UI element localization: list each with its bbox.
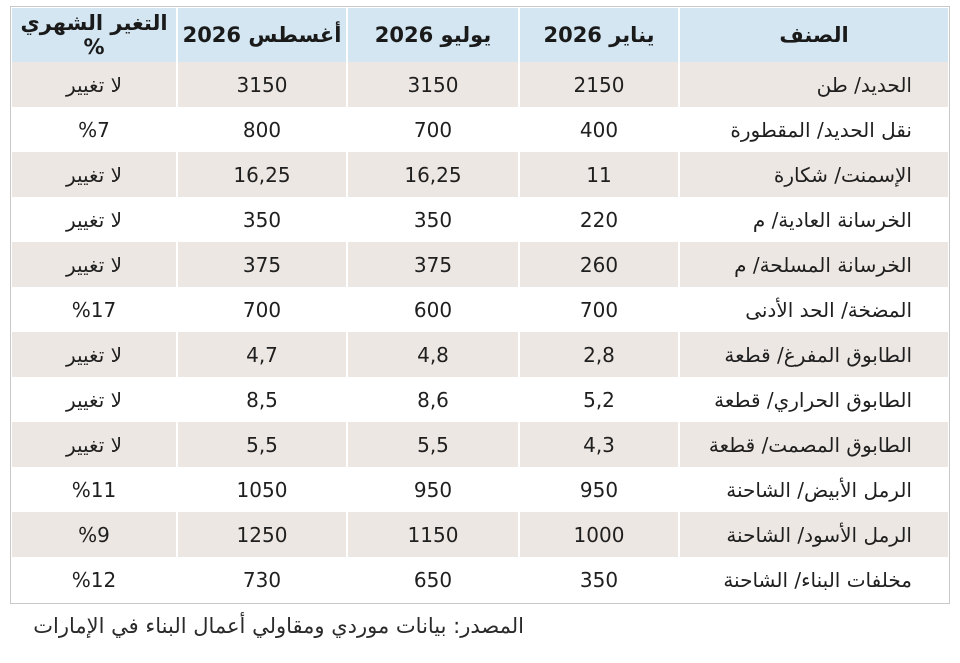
table-row: الخرسانة المسلحة/ م 260 375 375 لا تغيير bbox=[12, 242, 948, 287]
header-monthly-change: التغير الشهري % bbox=[12, 8, 176, 62]
cell-january: 950 bbox=[518, 467, 678, 512]
cell-july: 950 bbox=[346, 467, 518, 512]
cell-monthly-change: لا تغيير bbox=[12, 422, 176, 467]
cell-january: 4,3 bbox=[518, 422, 678, 467]
cell-july: 1150 bbox=[346, 512, 518, 557]
cell-item: المضخة/ الحد الأدنى bbox=[678, 287, 948, 332]
header-august: أغسطس 2026 bbox=[176, 8, 346, 62]
cell-monthly-change: لا تغيير bbox=[12, 332, 176, 377]
table-body: الحديد/ طن 2150 3150 3150 لا تغيير نقل الحديد… bbox=[12, 62, 948, 602]
cell-july: 350 bbox=[346, 197, 518, 242]
cell-monthly-change: %7 bbox=[12, 107, 176, 152]
cell-item: الإسمنت/ شكارة bbox=[678, 152, 948, 197]
cell-monthly-change: لا تغيير bbox=[12, 152, 176, 197]
cell-item: نقل الحديد/ المقطورة bbox=[678, 107, 948, 152]
table-row: الحديد/ طن 2150 3150 3150 لا تغيير bbox=[12, 62, 948, 107]
cell-july: 16,25 bbox=[346, 152, 518, 197]
cell-august: 375 bbox=[176, 242, 346, 287]
cell-january: 260 bbox=[518, 242, 678, 287]
cell-january: 220 bbox=[518, 197, 678, 242]
cell-january: 11 bbox=[518, 152, 678, 197]
cell-august: 3150 bbox=[176, 62, 346, 107]
cell-item: الرمل الأسود/ الشاحنة bbox=[678, 512, 948, 557]
cell-july: 600 bbox=[346, 287, 518, 332]
cell-monthly-change: لا تغيير bbox=[12, 197, 176, 242]
table-header: الصنف يناير 2026 يوليو 2026 أغسطس 2026 ا… bbox=[12, 8, 948, 62]
cell-monthly-change: لا تغيير bbox=[12, 242, 176, 287]
header-july: يوليو 2026 bbox=[346, 8, 518, 62]
cell-july: 700 bbox=[346, 107, 518, 152]
header-january: يناير 2026 bbox=[518, 8, 678, 62]
cell-july: 5,5 bbox=[346, 422, 518, 467]
cell-january: 700 bbox=[518, 287, 678, 332]
price-table: الصنف يناير 2026 يوليو 2026 أغسطس 2026 ا… bbox=[12, 8, 948, 602]
cell-monthly-change: %9 bbox=[12, 512, 176, 557]
cell-item: الخرسانة العادية/ م bbox=[678, 197, 948, 242]
cell-july: 4,8 bbox=[346, 332, 518, 377]
table-row: الطابوق الحراري/ قطعة 5,2 8,6 8,5 لا تغيير bbox=[12, 377, 948, 422]
table-row: مخلفات البناء/ الشاحنة 350 650 730 %12 bbox=[12, 557, 948, 602]
cell-july: 3150 bbox=[346, 62, 518, 107]
source-note: المصدر: بيانات موردي ومقاولي أعمال البنا… bbox=[33, 614, 524, 638]
cell-monthly-change: لا تغيير bbox=[12, 62, 176, 107]
cell-august: 16,25 bbox=[176, 152, 346, 197]
cell-august: 1250 bbox=[176, 512, 346, 557]
cell-august: 350 bbox=[176, 197, 346, 242]
cell-january: 2150 bbox=[518, 62, 678, 107]
table-row: الرمل الأسود/ الشاحنة 1000 1150 1250 %9 bbox=[12, 512, 948, 557]
cell-july: 8,6 bbox=[346, 377, 518, 422]
header-item: الصنف bbox=[678, 8, 948, 62]
cell-august: 800 bbox=[176, 107, 346, 152]
cell-july: 375 bbox=[346, 242, 518, 287]
cell-january: 5,2 bbox=[518, 377, 678, 422]
cell-january: 2,8 bbox=[518, 332, 678, 377]
cell-august: 8,5 bbox=[176, 377, 346, 422]
cell-item: الطابوق المصمت/ قطعة bbox=[678, 422, 948, 467]
table-row: الطابوق المفرغ/ قطعة 2,8 4,8 4,7 لا تغيير bbox=[12, 332, 948, 377]
cell-item: الطابوق الحراري/ قطعة bbox=[678, 377, 948, 422]
table-row: الرمل الأبيض/ الشاحنة 950 950 1050 %11 bbox=[12, 467, 948, 512]
cell-item: الحديد/ طن bbox=[678, 62, 948, 107]
cell-august: 4,7 bbox=[176, 332, 346, 377]
cell-august: 5,5 bbox=[176, 422, 346, 467]
table-row: الخرسانة العادية/ م 220 350 350 لا تغيير bbox=[12, 197, 948, 242]
cell-august: 730 bbox=[176, 557, 346, 602]
cell-january: 400 bbox=[518, 107, 678, 152]
cell-item: الرمل الأبيض/ الشاحنة bbox=[678, 467, 948, 512]
cell-item: الطابوق المفرغ/ قطعة bbox=[678, 332, 948, 377]
cell-monthly-change: لا تغيير bbox=[12, 377, 176, 422]
cell-january: 1000 bbox=[518, 512, 678, 557]
table-row: الإسمنت/ شكارة 11 16,25 16,25 لا تغيير bbox=[12, 152, 948, 197]
table-row: نقل الحديد/ المقطورة 400 700 800 %7 bbox=[12, 107, 948, 152]
table-row: الطابوق المصمت/ قطعة 4,3 5,5 5,5 لا تغيير bbox=[12, 422, 948, 467]
cell-item: مخلفات البناء/ الشاحنة bbox=[678, 557, 948, 602]
cell-july: 650 bbox=[346, 557, 518, 602]
table-row: المضخة/ الحد الأدنى 700 600 700 %17 bbox=[12, 287, 948, 332]
cell-monthly-change: %17 bbox=[12, 287, 176, 332]
cell-monthly-change: %12 bbox=[12, 557, 176, 602]
header-row: الصنف يناير 2026 يوليو 2026 أغسطس 2026 ا… bbox=[12, 8, 948, 62]
cell-item: الخرسانة المسلحة/ م bbox=[678, 242, 948, 287]
cell-august: 700 bbox=[176, 287, 346, 332]
cell-january: 350 bbox=[518, 557, 678, 602]
cell-monthly-change: %11 bbox=[12, 467, 176, 512]
cell-august: 1050 bbox=[176, 467, 346, 512]
